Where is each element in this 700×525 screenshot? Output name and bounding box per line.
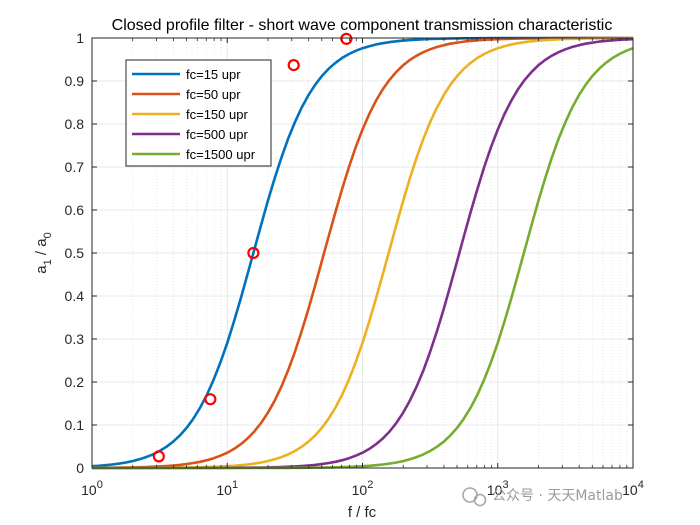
legend-label: fc=150 upr (186, 107, 248, 122)
y-tick-label: 0.3 (65, 331, 85, 347)
x-tick-label: 104 (622, 479, 644, 498)
y-tick-label: 0.9 (65, 73, 85, 89)
legend-label: fc=1500 upr (186, 147, 256, 162)
x-axis-label: f / fc (348, 504, 377, 521)
marker-point (152, 450, 165, 463)
x-tick-labels: 100 101 102 103 104 (81, 479, 644, 498)
y-tick-label: 0.8 (65, 116, 85, 132)
watermark: 公众号 · 天天Matlab (462, 487, 623, 507)
legend-label: fc=500 upr (186, 127, 248, 142)
x-tick-label: 100 (81, 479, 103, 498)
y-tick-label: 0.1 (65, 417, 85, 433)
legend-entry: fc=1500 upr (132, 147, 256, 162)
legend-entry: fc=500 upr (132, 127, 248, 142)
y-tick-label: 1 (76, 30, 84, 46)
watermark-text: 公众号 · 天天Matlab (492, 488, 623, 504)
x-tick-label: 103 (487, 479, 509, 498)
legend-entry: fc=50 upr (132, 87, 241, 102)
wechat-icon (462, 487, 487, 507)
x-tick-label: 102 (352, 479, 374, 498)
y-axis-label: a1 / a0 (33, 232, 54, 273)
legend: fc=15 upr fc=50 upr fc=150 upr fc=500 upr fc… (125, 59, 272, 167)
y-tick-label: 0.6 (65, 202, 85, 218)
chart-title: Closed profile filter - short wave compo… (112, 17, 613, 34)
marker-point (247, 246, 260, 260)
marker-point (287, 58, 300, 72)
y-tick-label: 0.2 (65, 374, 85, 390)
tick-marks (91, 37, 634, 469)
y-tick-labels: 0 0.1 0.2 0.3 0.4 0.5 0.6 0.7 0.8 0.9 1 (65, 30, 85, 476)
y-tick-label: 0.5 (65, 245, 85, 261)
y-tick-label: 0.4 (65, 288, 85, 304)
x-tick-label: 101 (216, 479, 238, 498)
legend-entry: fc=150 upr (132, 107, 248, 122)
y-tick-label: 0.7 (65, 159, 85, 175)
legend-entry: fc=15 upr (132, 67, 241, 82)
legend-label: fc=50 upr (186, 87, 241, 102)
legend-label: fc=15 upr (186, 67, 241, 82)
marker-point (204, 393, 217, 406)
y-tick-label: 0 (76, 460, 84, 476)
